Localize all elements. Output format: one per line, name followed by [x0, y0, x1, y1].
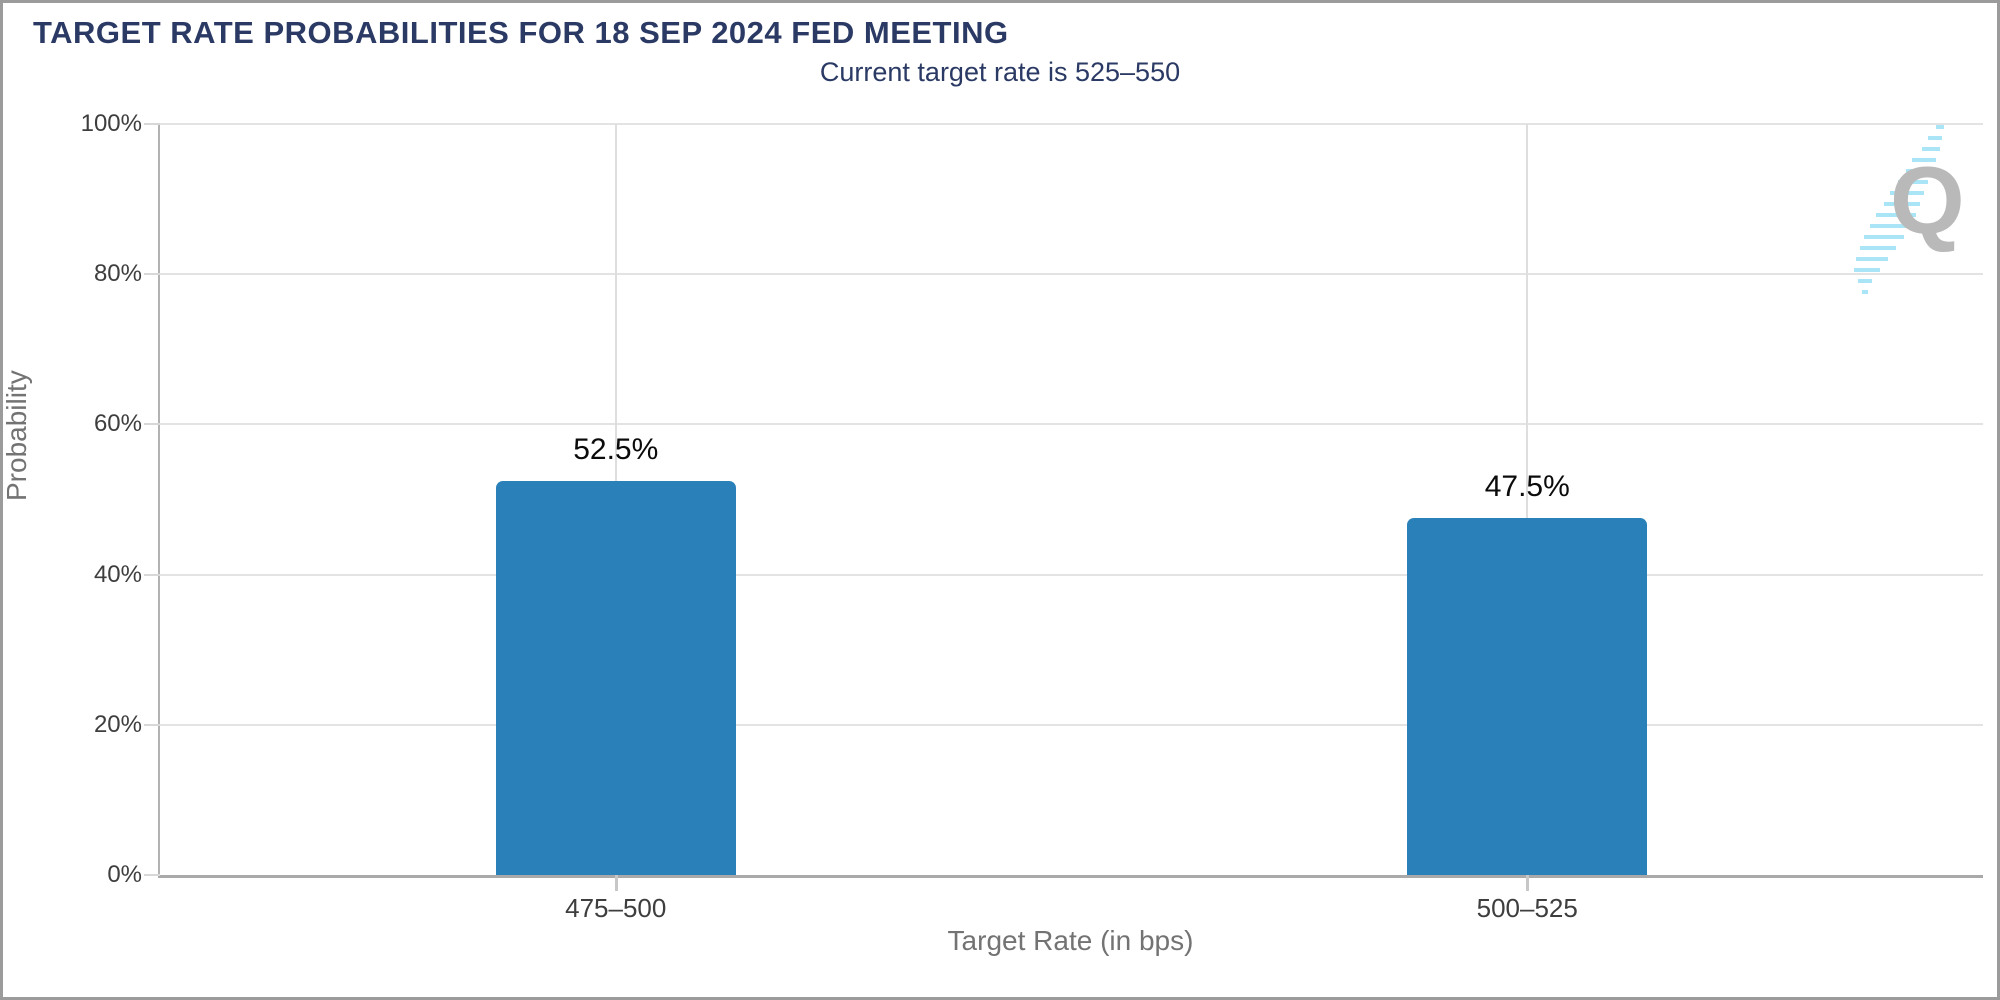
y-tick-label: 60%: [93, 410, 142, 438]
y-tick-label: 0%: [107, 861, 142, 888]
y-tick-label: 20%: [93, 710, 142, 738]
y-tick-label: 80%: [93, 260, 142, 288]
probability-bar[interactable]: [495, 480, 736, 875]
bar-value-label: 52.5%: [573, 432, 659, 466]
y-tick-label: 40%: [93, 560, 142, 588]
y-tick-mark: [144, 874, 160, 876]
y-tick-mark: [144, 723, 160, 726]
y-gridline: [160, 573, 1983, 576]
y-gridline: [160, 123, 1983, 125]
y-gridline: [160, 273, 1983, 276]
y-tick-mark: [144, 123, 160, 125]
y-tick-label: 100%: [80, 110, 142, 137]
x-tick-mark: [1526, 875, 1530, 891]
probability-bar[interactable]: [1407, 518, 1648, 875]
y-tick-mark: [144, 273, 160, 276]
y-gridline: [160, 423, 1983, 426]
y-axis-title: Probability: [1, 370, 32, 501]
y-tick-mark: [144, 573, 160, 576]
y-tick-mark: [144, 423, 160, 426]
x-gridline: [1526, 124, 1529, 875]
x-category-label: 475–500: [565, 893, 667, 923]
chart-title: TARGET RATE PROBABILITIES FOR 18 SEP 202…: [33, 15, 1009, 50]
y-gridline: [160, 723, 1983, 726]
chart-subtitle: Current target rate is 525–550: [819, 57, 1181, 87]
plot-area: 0% 20% 40% 60% 80% 100% 52.5% 475–500 47.5% 500–5…: [81, 110, 1983, 923]
x-category-label: 500–525: [1476, 893, 1578, 923]
x-tick-mark: [614, 875, 618, 891]
bar-value-label: 47.5%: [1484, 470, 1570, 504]
x-axis-title: Target Rate (in bps): [947, 925, 1194, 956]
